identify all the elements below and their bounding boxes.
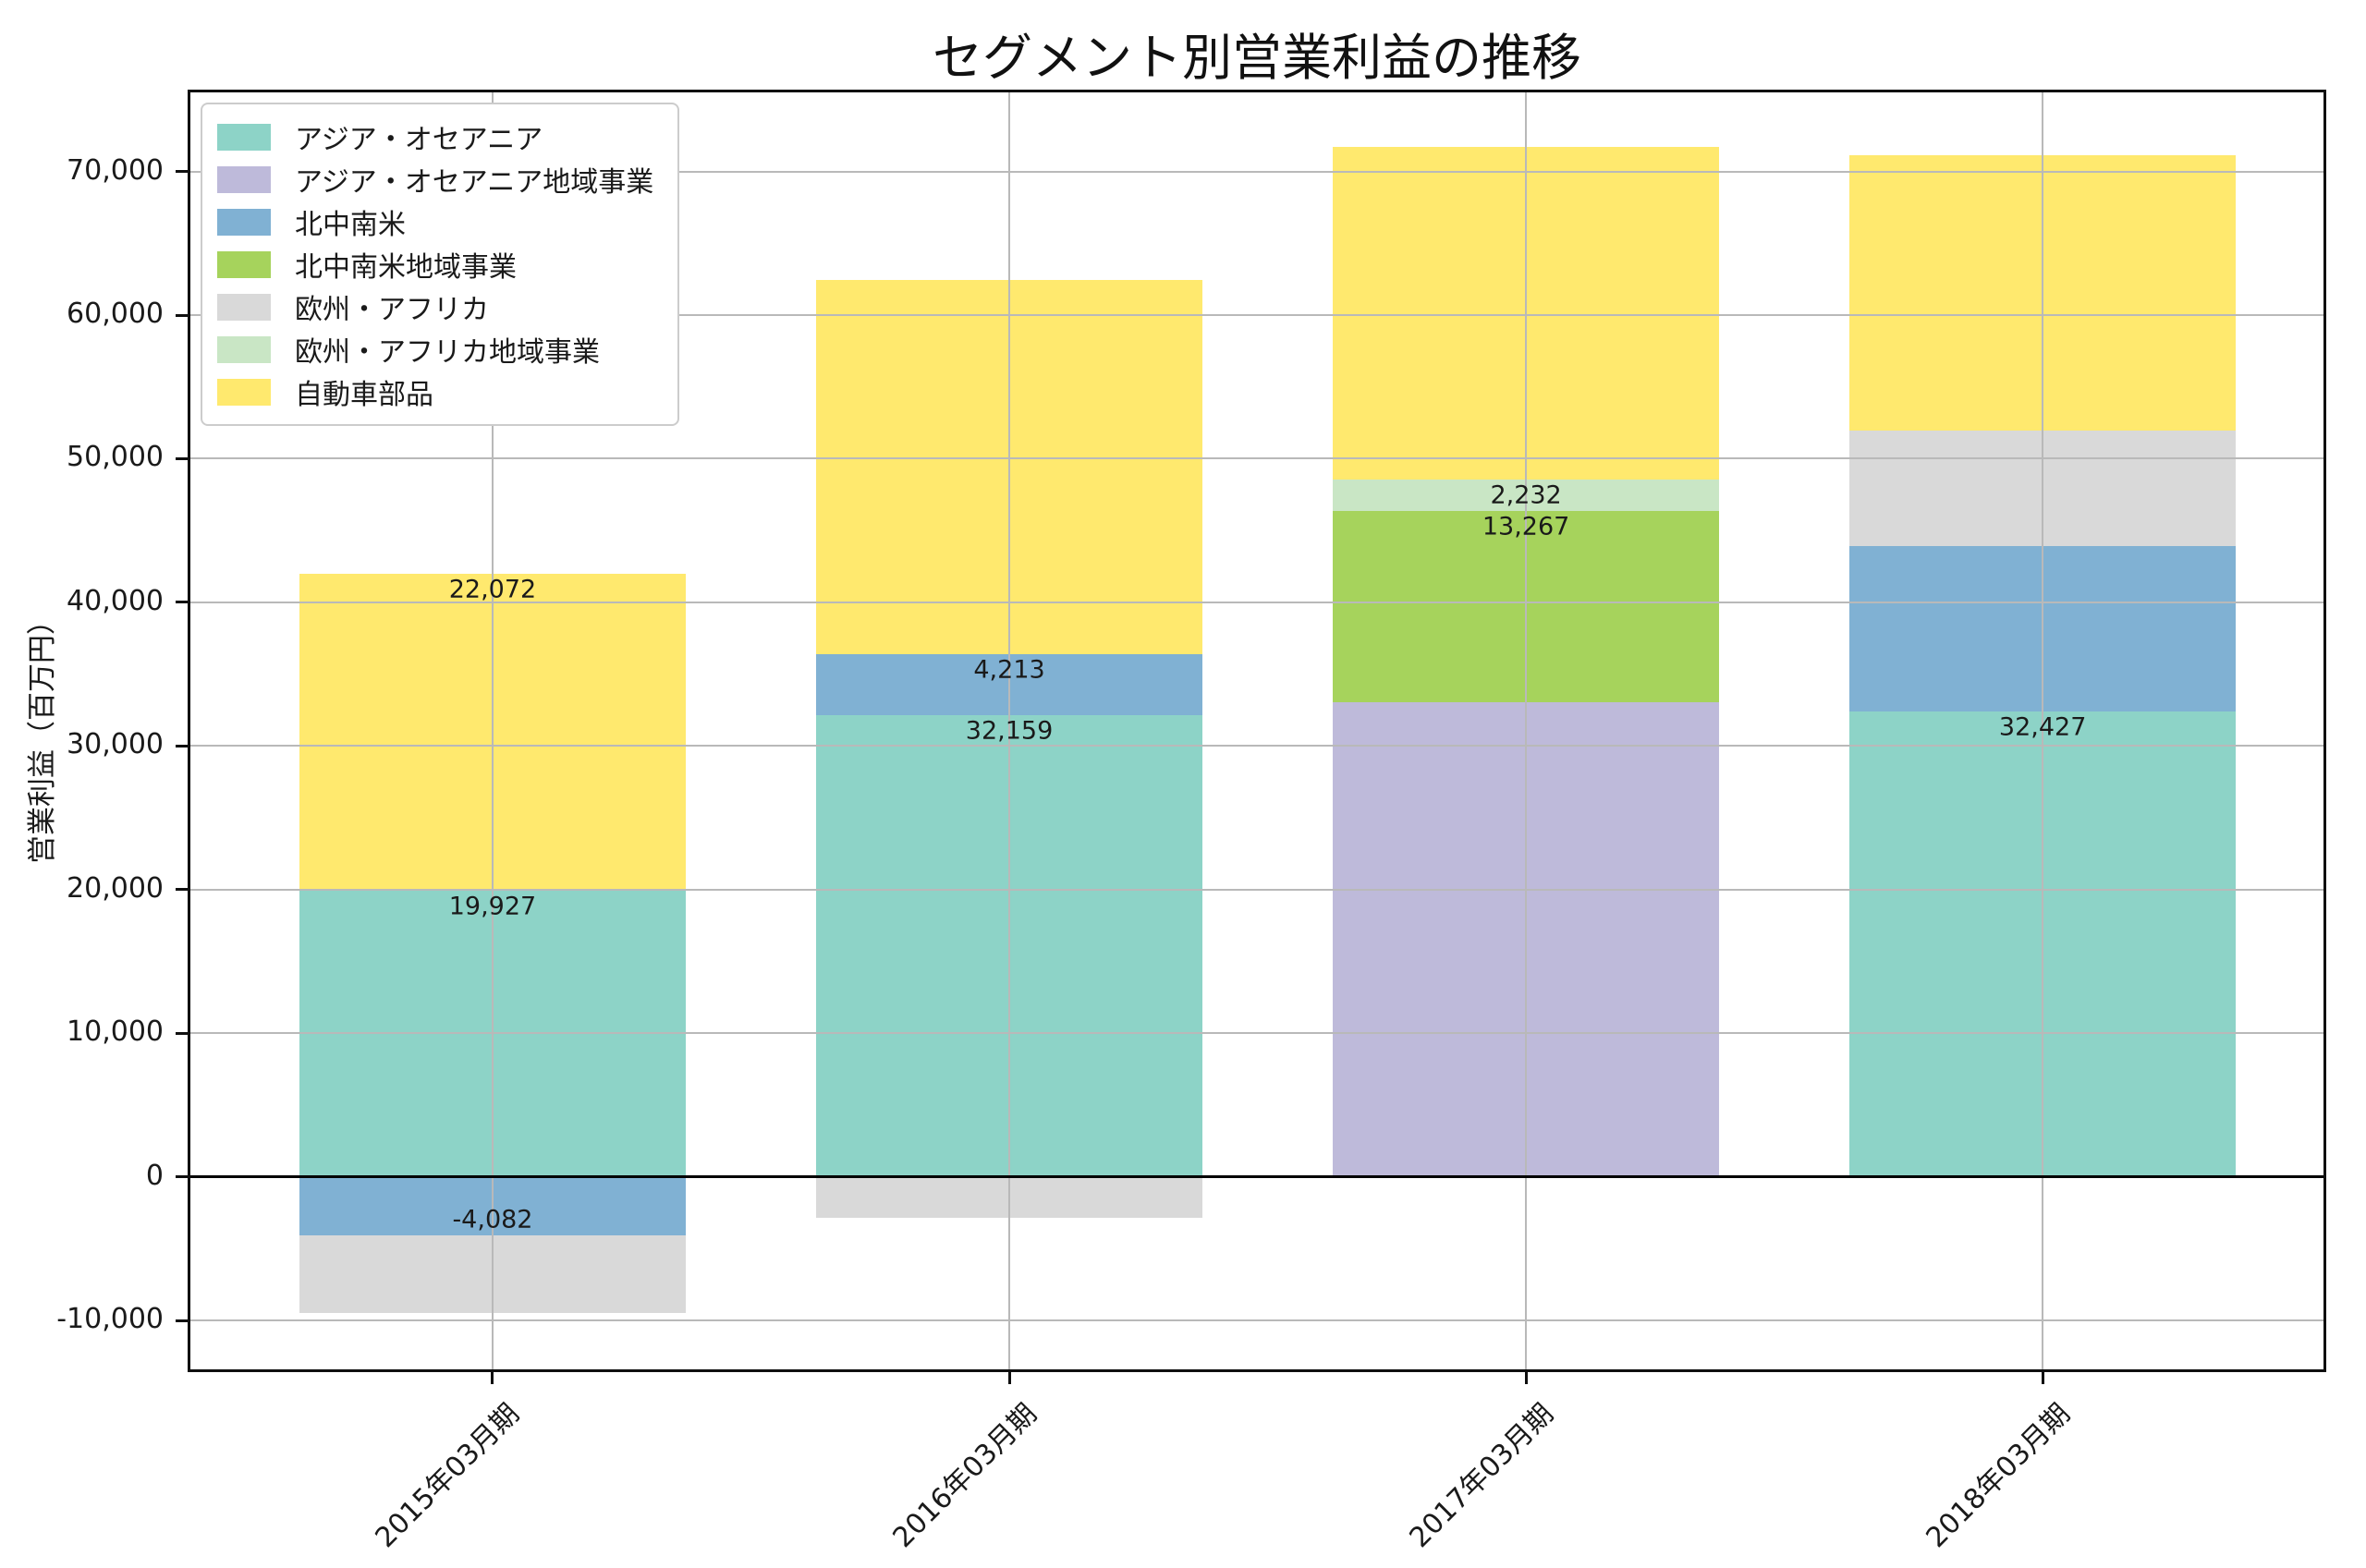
x-tick-label-2017年03月期: 2017年03月期 <box>1403 1397 1560 1555</box>
y-tick-label: 0 <box>145 1159 164 1192</box>
legend-label: 北中南米 <box>295 209 406 241</box>
bar-value-label: 13,267 <box>1482 512 1570 541</box>
x-tick-label-2018年03月期: 2018年03月期 <box>1920 1397 2077 1555</box>
legend-label: 欧州・アフリカ <box>295 294 489 326</box>
y-tick-mark <box>176 1175 188 1179</box>
gridline-y-60000 <box>188 314 2326 317</box>
legend-label: 欧州・アフリカ地域事業 <box>295 336 600 369</box>
legend-item-アジア・オセアニア地域事業: アジア・オセアニア地域事業 <box>217 158 653 201</box>
legend-item-欧州・アフリカ: 欧州・アフリカ <box>217 286 653 328</box>
y-tick-mark <box>176 1319 188 1322</box>
x-tick-mark <box>491 1372 494 1384</box>
zero-line <box>188 1175 2326 1179</box>
x-tick-mark <box>1524 1372 1528 1384</box>
legend-item-アジア・オセアニア: アジア・オセアニア <box>217 115 653 158</box>
x-tick-mark <box>2041 1372 2044 1384</box>
y-tick-mark <box>176 601 188 604</box>
gridline-x-2016年03月期 <box>1008 90 1011 1372</box>
legend-label: 自動車部品 <box>295 379 433 411</box>
gridline-y-50000 <box>188 457 2326 460</box>
legend-swatch-icon <box>217 208 271 236</box>
gridline-y-40000 <box>188 601 2326 603</box>
plot-area: 22,072 19,927 -4,082 4,213 32,159 2,232 13,267… <box>188 90 2326 1372</box>
legend-label: アジア・オセアニア地域事業 <box>295 166 654 199</box>
y-tick-label: 10,000 <box>67 1015 164 1049</box>
y-tick-mark <box>176 744 188 748</box>
legend-label: 北中南米地域事業 <box>295 251 517 284</box>
x-tick-label-2016年03月期: 2016年03月期 <box>886 1397 1043 1555</box>
y-tick-label: 40,000 <box>67 584 164 617</box>
gridline-x-2015年03月期 <box>491 90 494 1372</box>
legend-swatch-icon <box>217 123 271 151</box>
chart-title: セグメント別営業利益の推移 <box>933 29 1581 87</box>
legend-item-自動車部品: 自動車部品 <box>217 371 653 413</box>
gridline-y--10000 <box>188 1319 2326 1322</box>
bar-value-label: 22,072 <box>448 575 537 604</box>
legend-item-欧州・アフリカ地域事業: 欧州・アフリカ地域事業 <box>217 328 653 371</box>
gridline-x-2017年03月期 <box>1525 90 1528 1372</box>
legend-item-北中南米: 北中南米 <box>217 201 653 243</box>
bar-value-label: 2,232 <box>1490 480 1562 510</box>
legend-swatch-icon <box>217 165 271 193</box>
x-tick-label-2015年03月期: 2015年03月期 <box>370 1397 527 1555</box>
y-tick-label: 70,000 <box>67 153 164 187</box>
gridline-y-20000 <box>188 888 2326 891</box>
bar-value-label: 4,213 <box>973 655 1045 685</box>
legend-label: アジア・オセアニア <box>295 124 543 156</box>
bar-value-label: 32,427 <box>1998 712 2087 742</box>
legend-swatch-icon <box>217 293 271 321</box>
gridline-x-2018年03月期 <box>2042 90 2044 1372</box>
legend-swatch-icon <box>217 378 271 406</box>
gridline-y-70000 <box>188 170 2326 173</box>
y-tick-mark <box>176 456 188 460</box>
legend: アジア・オセアニア アジア・オセアニア地域事業 北中南米 北中南米地域事業 欧州・アフリ… <box>201 103 680 426</box>
legend-swatch-icon <box>217 250 271 278</box>
y-tick-label: 50,000 <box>67 441 164 474</box>
bar-value-label: 32,159 <box>965 716 1054 746</box>
gridline-y-30000 <box>188 745 2326 748</box>
bar-value-label: -4,082 <box>452 1205 533 1234</box>
gridline-y-10000 <box>188 1032 2326 1035</box>
y-tick-mark <box>176 170 188 174</box>
y-tick-label: -10,000 <box>56 1303 164 1336</box>
y-tick-mark <box>176 1031 188 1035</box>
y-tick-label: 60,000 <box>67 298 164 331</box>
y-tick-mark <box>176 888 188 892</box>
legend-item-北中南米地域事業: 北中南米地域事業 <box>217 243 653 286</box>
x-tick-mark <box>1007 1372 1011 1384</box>
y-tick-mark <box>176 313 188 317</box>
bar-value-label: 19,927 <box>448 892 537 921</box>
y-tick-label: 20,000 <box>67 871 164 905</box>
legend-swatch-icon <box>217 335 271 363</box>
y-tick-label: 30,000 <box>67 728 164 761</box>
